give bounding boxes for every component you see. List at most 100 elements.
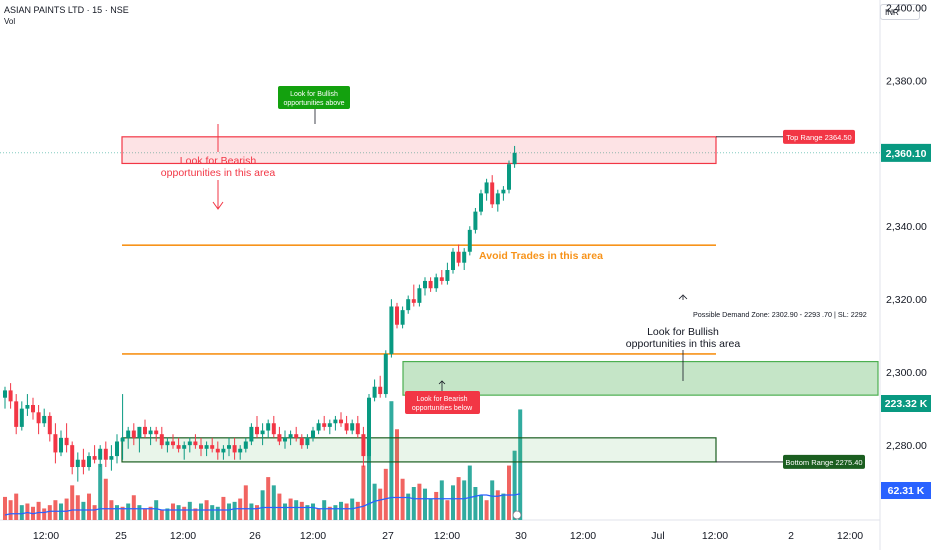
price-tick-label: 2,300.00 (886, 367, 927, 379)
volume-bar (92, 505, 97, 520)
volume-bar (305, 505, 310, 520)
demand-zone-pointer-head (678, 294, 688, 300)
time-tick-label: Jul (651, 530, 664, 542)
bottom-range-zone (121, 437, 717, 463)
time-tick-label: 12:00 (702, 530, 728, 542)
candle (316, 423, 321, 431)
candle (389, 306, 394, 354)
candle (115, 441, 119, 457)
time-tick-label: 12:00 (300, 530, 326, 542)
volume-badge-value: 223.32 K (885, 398, 928, 410)
volume-bar (451, 485, 455, 520)
volume-bar (255, 505, 259, 520)
time-tick-label: 12:00 (837, 530, 863, 542)
time-tick-label: 27 (382, 530, 394, 542)
volume-bar (423, 488, 427, 520)
volume-bar (367, 414, 371, 520)
volume-bar (299, 501, 304, 520)
volume-bar (378, 488, 383, 520)
volume-bar (115, 505, 119, 520)
candle (165, 441, 170, 446)
top-range-label-box (783, 129, 855, 144)
volume-bar (143, 508, 147, 520)
candle (512, 152, 517, 165)
demand-zone-label: Possible Demand Zone: 2302.90 - 2293 .70… (693, 310, 867, 319)
volume-indicator-label[interactable]: Vol (4, 17, 16, 26)
bearish-below-label-box (405, 391, 480, 414)
volume-bar (126, 503, 131, 520)
symbol-title: ASIAN PAINTS LTD · 15 · NSE (4, 5, 129, 15)
candle (367, 397, 371, 457)
candle (25, 405, 30, 409)
grid (0, 0, 881, 550)
volume-bar (215, 506, 220, 520)
time-tick-label: 26 (249, 530, 261, 542)
candle (14, 401, 19, 427)
candle (210, 445, 215, 449)
volume-bar (75, 495, 80, 520)
time-tick-label: 12:00 (33, 530, 59, 542)
volume-bar (417, 483, 422, 520)
volume-bars (3, 401, 523, 520)
candle (109, 456, 114, 460)
candle (255, 426, 259, 435)
volume-bar (283, 503, 287, 520)
volume-bar (339, 501, 343, 520)
time-tick-label: 25 (115, 530, 127, 542)
volume-bar (70, 485, 75, 520)
volume-bar (344, 503, 349, 520)
candle (378, 386, 383, 395)
event-marker-icon (512, 510, 522, 520)
volume-bar (210, 505, 215, 520)
volume-bar (389, 401, 394, 520)
time-axis[interactable]: 12:00 25 12:00 26 12:00 27 12:00 30 12:00 Jul 12:0… (33, 510, 863, 542)
last-price-value: 2,360.10 (886, 148, 927, 160)
candle (501, 189, 506, 194)
candle (159, 434, 164, 446)
volume-bar (512, 450, 517, 520)
volume-bar (439, 480, 444, 520)
volume-ma-line (4, 493, 521, 516)
volume-bar (490, 480, 495, 520)
volume-bar (395, 429, 399, 520)
volume-bar (120, 506, 125, 520)
bullish-area-line1: Look for Bullish (647, 326, 719, 338)
volume-bar (400, 478, 405, 520)
candle (484, 182, 489, 194)
bearish-area-arrow-head (212, 201, 224, 210)
candle (333, 419, 338, 424)
volume-bar (294, 500, 299, 520)
price-axis[interactable]: 2,400.00 2,380.00 2,340.00 2,320.00 2,300.00… (881, 2, 931, 499)
range-zones (121, 136, 879, 463)
volume-bar (182, 506, 187, 520)
candle (131, 430, 136, 438)
candle (120, 437, 125, 442)
volume-bar (25, 503, 30, 520)
volume-bar (311, 503, 315, 520)
volume-bar (406, 493, 411, 520)
volume-bar (260, 490, 265, 520)
volume-bar (187, 501, 192, 520)
volume-bar (36, 501, 41, 520)
candle (75, 459, 80, 468)
volume-bar (288, 498, 293, 520)
volume-bar (193, 508, 198, 520)
candle (103, 448, 108, 460)
volume-bar (3, 496, 7, 520)
candle (260, 430, 265, 435)
candle (467, 229, 472, 252)
candle (451, 251, 455, 270)
bearish-area-line2: opportunities in this area (161, 167, 276, 179)
volume-bar (53, 500, 58, 520)
volume-bar (411, 487, 416, 520)
time-tick-label: 12:00 (170, 530, 196, 542)
candle (355, 423, 360, 435)
volume-bar (199, 503, 203, 520)
candle (148, 430, 153, 435)
price-tick-label: 2,280.00 (886, 440, 927, 452)
volume-bar (165, 508, 170, 520)
candle (59, 437, 63, 453)
avoid-trades-label: Avoid Trades in this area (479, 250, 603, 262)
candle (176, 445, 181, 449)
